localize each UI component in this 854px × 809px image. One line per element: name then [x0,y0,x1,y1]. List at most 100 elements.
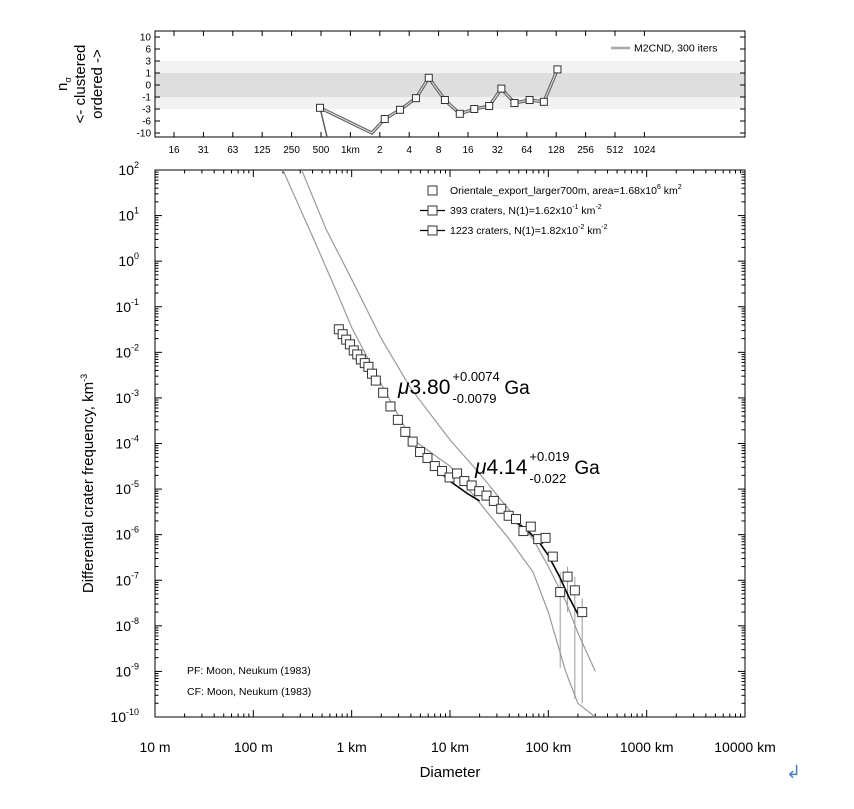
data-point-marker [562,571,573,582]
top-series-marker [380,115,389,123]
main-x-tick-label: 100 km [525,739,571,755]
top-x-tick-label: 8 [436,145,442,156]
top-series-marker [553,65,562,74]
main-y-tick-label: 10-2 [115,342,139,360]
data-point-marker [422,453,433,464]
main-y-tick-label: 10-4 [115,434,139,452]
main-y-tick-label: 10-10 [110,707,139,725]
data-point-marker [547,551,558,562]
data-point-marker [437,465,448,476]
data-point-marker [569,585,580,596]
top-y-tick-label: -1 [142,93,151,104]
top-x-tick-label: 125 [254,145,271,156]
top-x-tick-label: 64 [521,145,533,156]
top-y-tick-label: -10 [137,129,152,140]
data-point-marker [488,495,499,506]
top-series-marker [315,103,324,112]
data-point-marker [525,521,536,532]
band-1sigma [155,73,745,97]
main-y-axis-label: Differential crater frequency, km-3 [79,374,97,593]
footnote-production-function: PF: Moon, Neukum (1983) [187,665,311,677]
main-y-tick-label: 10-3 [115,388,139,406]
main-x-tick-label: 100 m [234,739,273,755]
legend-marker [427,205,438,216]
top-x-tick-label: 4 [406,145,412,156]
main-y-tick-label: 10-6 [115,525,139,543]
main-x-tick-label: 10000 km [714,739,775,755]
top-series-marker [470,105,479,113]
top-series-tail [319,107,328,137]
top-x-tick-label: 256 [577,145,594,156]
main-y-tick-label: 10-7 [115,570,139,588]
main-y-tick-label: 10-1 [115,297,139,315]
top-series-marker [510,99,519,107]
data-point-marker [392,414,403,425]
top-x-tick-label: 2 [377,145,383,156]
data-point-marker [510,514,521,525]
top-legend-label: M2CND, 300 iters [634,43,717,55]
top-series-marker [396,105,405,114]
top-y-tick-label: 1 [145,69,151,80]
age-annotation-value: μ3.80 [397,376,450,399]
top-series-marker [455,109,464,118]
age-annotation-plus: +0.019 [529,449,569,464]
data-point-marker [452,468,463,479]
top-x-tick-label: 1024 [633,145,656,156]
return-arrow-icon: ↲ [786,762,802,782]
top-y-tick-label: -6 [142,117,151,128]
footnote-chronology-function: CF: Moon, Neukum (1983) [187,686,311,698]
data-point-marker [385,401,396,412]
top-series-marker [440,96,449,104]
data-point-marker [415,447,426,458]
top-x-tick-label: 16 [168,145,180,156]
age-annotation: μ4.14 +0.019 -0.022 Ga [474,449,600,486]
legend-label: 1223 craters, N(1)=1.82x10-2 km-2 [450,224,608,237]
top-x-tick-label: 128 [548,145,565,156]
data-point-marker [407,436,418,447]
age-annotation-minus: -0.0079 [452,391,496,406]
age-annotation: μ3.80 +0.0074 -0.0079 Ga [397,369,530,406]
main-x-tick-label: 10 m [139,739,170,755]
isochron-curve-old [301,170,596,672]
top-x-tick-label: 512 [607,145,624,156]
age-annotation-plus: +0.0074 [452,369,499,384]
top-x-tick-label: 32 [492,145,504,156]
main-x-axis-label: Diameter [420,764,481,781]
data-point-marker [400,426,411,437]
top-series-marker [424,73,433,82]
top-x-tick-label: 500 [313,145,330,156]
top-y-tick-label: -3 [142,105,151,116]
age-annotation-minus: -0.022 [529,471,566,486]
top-x-tick-label: 31 [198,145,210,156]
age-annotation-value: μ4.14 [474,456,528,479]
top-x-tick-label: 16 [462,145,474,156]
top-x-tick-label: 63 [227,145,239,156]
data-point-marker [481,490,492,501]
main-y-tick-label: 10-5 [115,479,139,497]
legend-marker [427,225,438,236]
top-y-tick-label: 6 [145,45,151,56]
top-y-tick-label: 3 [145,57,151,68]
legend-label: 393 craters, N(1)=1.62x10-1 km-2 [450,204,602,217]
main-y-tick-label: 100 [118,251,139,269]
data-point-marker [466,480,477,491]
data-point-marker [555,587,566,598]
top-series-marker [485,102,494,110]
top-x-tick-label: 1km [341,145,360,156]
isochron-curve-young [282,170,596,717]
main-x-tick-label: 1 km [336,739,366,755]
main-x-tick-label: 1000 km [620,739,674,755]
age-annotation-unit: Ga [504,378,530,399]
top-series-marker [497,84,506,93]
main-y-tick-label: 102 [118,160,139,178]
main-x-tick-label: 10 km [431,739,469,755]
data-point-marker [370,375,381,386]
top-plot-frame [154,30,746,138]
legend-label: Orientale_export_larger700m, area=1.68x1… [450,184,682,197]
top-series-marker [525,96,534,104]
top-series-marker [539,97,548,106]
top-series-marker [411,94,420,103]
data-point-marker [378,387,389,398]
